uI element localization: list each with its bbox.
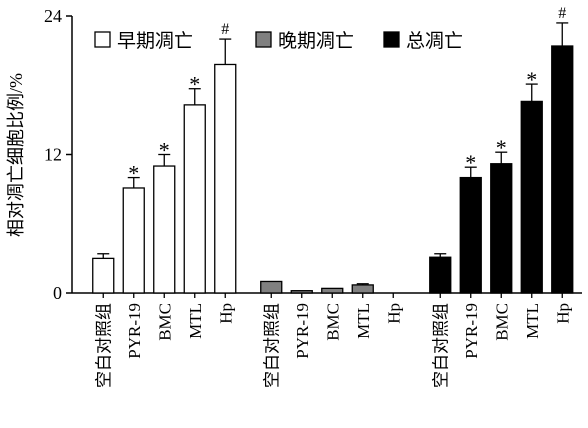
bar (290, 290, 313, 294)
bar (153, 165, 176, 294)
significance-mark: * (496, 135, 507, 160)
x-tick-label: 空白对照组 (94, 303, 113, 388)
x-tick-label: MTL (523, 303, 542, 339)
x-tick-label: 空白对照组 (431, 303, 450, 388)
bars: * * * # * * * # (92, 5, 574, 294)
bar (122, 187, 145, 294)
x-tick-label: Hp (384, 303, 403, 324)
x-tick-label: BMC (492, 303, 511, 341)
y-axis-label: 相对凋亡细胞比例/% (6, 73, 26, 237)
bar (459, 176, 482, 294)
significance-mark: * (159, 138, 170, 163)
x-tick-labels: 空白对照组 PYR-19 BMC MTL Hp 空白对照组 PYR-19 BMC MTL Hp 空白… (94, 303, 572, 388)
legend: 早期凋亡 晚期凋亡 总凋亡 (94, 30, 463, 52)
bar (183, 104, 206, 294)
x-tick-label: MTL (186, 303, 205, 339)
legend-label: 晚期凋亡 (278, 30, 354, 52)
x-tick-label: 空白对照组 (262, 303, 281, 388)
bar (520, 100, 543, 294)
bar (490, 163, 513, 294)
x-tick-label: Hp (553, 303, 572, 324)
x-tick-label: BMC (155, 303, 174, 341)
bar (260, 280, 283, 294)
legend-swatch (94, 31, 111, 48)
legend-swatch (255, 31, 272, 48)
significance-mark: # (221, 21, 229, 38)
bar (321, 287, 344, 294)
bar (214, 63, 237, 294)
bar (92, 257, 115, 294)
significance-mark: * (465, 150, 476, 175)
x-tick-label: PYR-19 (125, 303, 144, 359)
y-tick-label: 0 (53, 283, 62, 303)
significance-mark: * (526, 67, 537, 92)
x-tick-label: MTL (354, 303, 373, 339)
significance-mark: * (189, 72, 200, 97)
bar (429, 256, 452, 294)
significance-mark: # (558, 5, 566, 22)
x-tick-label: Hp (216, 303, 235, 324)
x-tick-label: PYR-19 (293, 303, 312, 359)
y-tick-label: 24 (44, 6, 62, 26)
significance-mark: * (128, 161, 139, 186)
legend-label: 总凋亡 (406, 30, 463, 52)
x-tick-label: BMC (323, 303, 342, 341)
x-tick-label: PYR-19 (462, 303, 481, 359)
legend-label: 早期凋亡 (117, 30, 193, 52)
bar (351, 284, 374, 294)
bar (551, 45, 574, 294)
y-tick-label: 12 (44, 145, 62, 165)
legend-swatch (383, 31, 400, 48)
